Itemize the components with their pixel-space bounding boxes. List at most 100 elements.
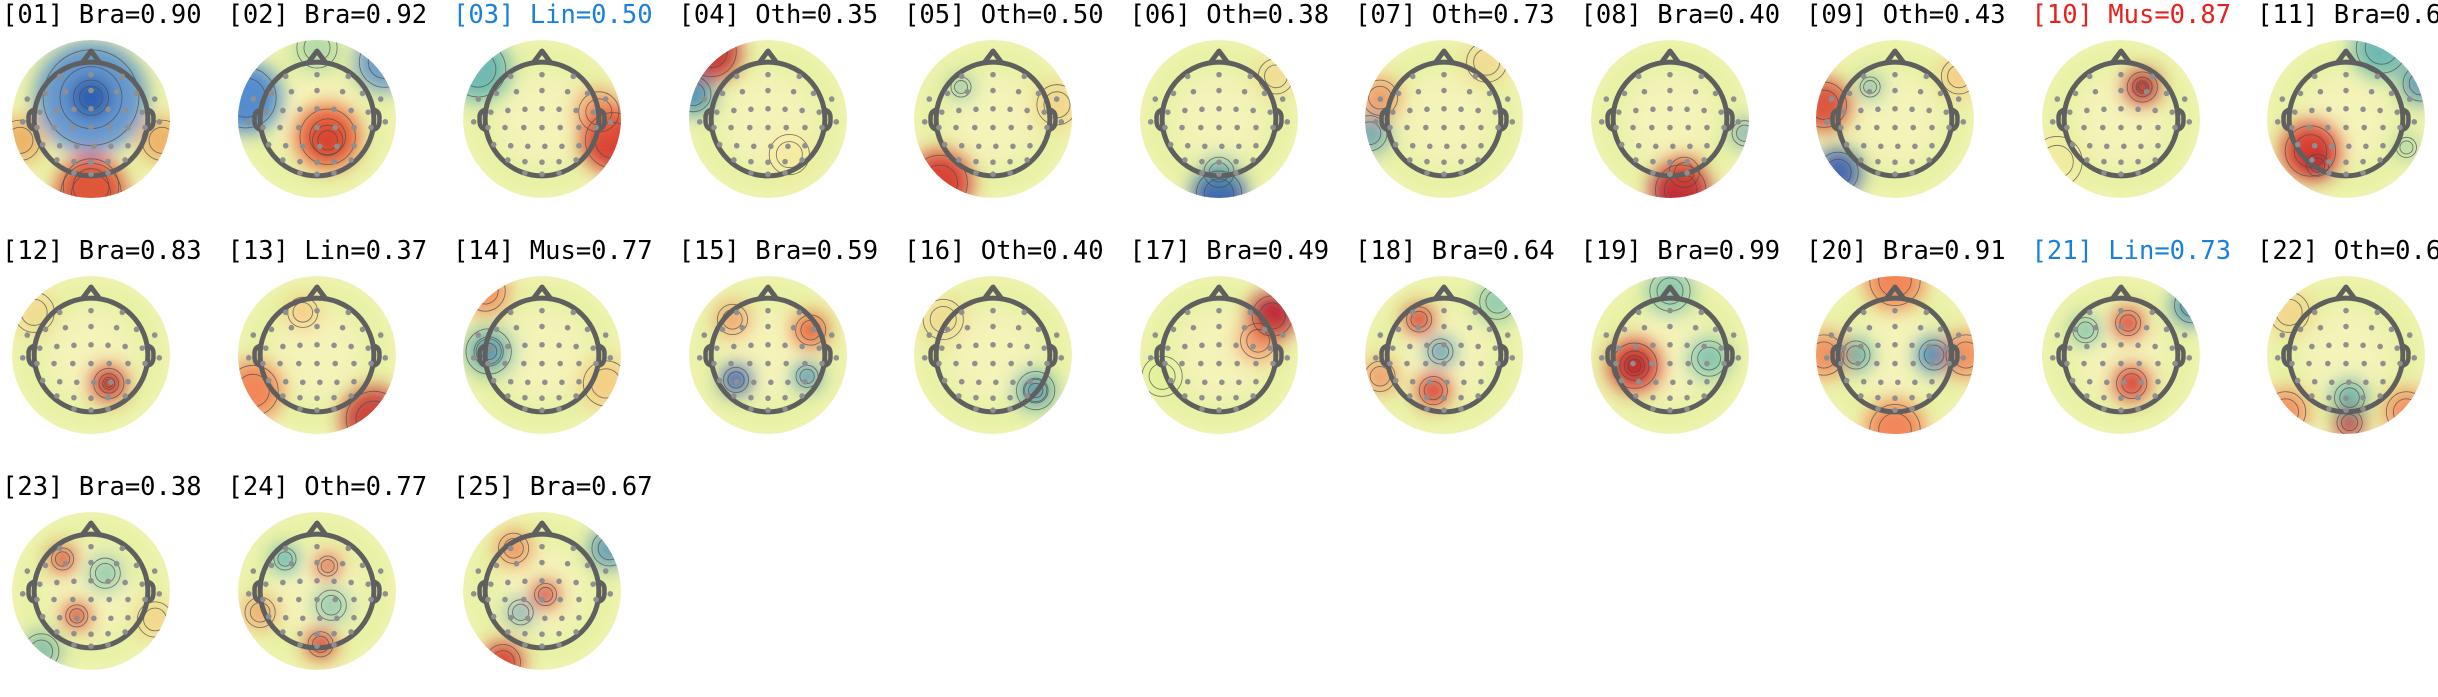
electrode-dot xyxy=(2311,142,2318,149)
electrode-dot xyxy=(1692,88,1698,95)
nose-outline xyxy=(1432,48,1456,66)
electrode-dot xyxy=(975,143,982,150)
component-label: [21] Lin=0.73 xyxy=(2031,236,2232,266)
electrode-dot xyxy=(1923,73,1930,80)
ear-outline xyxy=(1830,343,1842,369)
component-cell: [12] Bra=0.83 xyxy=(2,236,202,461)
electrode-dot xyxy=(296,106,303,113)
electrode-dot xyxy=(2289,124,2295,131)
electrode-dot xyxy=(1621,326,1627,333)
electrode-dot xyxy=(1866,88,1873,95)
contour-line xyxy=(1869,404,1921,434)
contour-line xyxy=(89,557,121,589)
electrode-dot xyxy=(713,109,720,115)
topomap xyxy=(463,40,621,198)
electrode-dot xyxy=(990,87,996,94)
electrode-dot xyxy=(2069,141,2075,148)
electrode-dot xyxy=(559,615,565,622)
electrode-dot xyxy=(1895,143,1901,150)
topomap xyxy=(12,512,170,670)
electrode-dot xyxy=(607,355,614,361)
electrode-dot xyxy=(716,377,722,384)
electrode-dot xyxy=(2309,343,2315,350)
electrode-dot xyxy=(2343,124,2349,131)
activation-region xyxy=(309,122,345,159)
contour-line xyxy=(688,40,737,78)
nose-outline xyxy=(305,284,328,302)
electrode-dot xyxy=(1151,332,1158,338)
component-label: [01] Bra=0.90 xyxy=(2,0,202,30)
contour-line xyxy=(1195,170,1242,198)
electrode-dot xyxy=(1683,406,1690,412)
electrode-dot xyxy=(1215,360,1222,367)
ear-outline xyxy=(26,343,38,369)
ear-outline xyxy=(2055,343,2068,369)
component-label: [22] Oth=0.61 xyxy=(2257,236,2438,266)
electrode-dot xyxy=(268,562,274,569)
electrode-dot xyxy=(573,107,579,114)
electrode-dot xyxy=(350,596,357,603)
component-cell: [05] Oth=0.50 xyxy=(904,0,1104,225)
electrode-dot xyxy=(1666,307,1673,314)
electrode-dot xyxy=(1635,378,1642,385)
electrode-dot xyxy=(1058,119,1065,125)
electrode-dot xyxy=(539,124,545,131)
activation-region xyxy=(1858,75,1882,99)
electrode-dot xyxy=(316,615,323,622)
electrode-dot xyxy=(56,614,63,621)
electrode-dot xyxy=(37,581,43,587)
electrode-dot xyxy=(54,343,60,350)
electrode-dot xyxy=(2117,71,2124,78)
electrode-dot xyxy=(696,119,703,125)
electrode-dot xyxy=(142,596,148,603)
electrode-dot xyxy=(573,579,579,586)
activation-region xyxy=(2267,388,2310,434)
electrode-dot xyxy=(1184,378,1191,385)
electrode-dot xyxy=(2406,96,2413,102)
electrode-dot xyxy=(1892,395,1898,402)
electrode-dot xyxy=(973,394,979,401)
electrode-dot xyxy=(54,629,60,635)
electrode-dot xyxy=(746,360,753,367)
electrode-dot xyxy=(1198,158,1205,165)
electrode-dot xyxy=(331,124,338,131)
electrode-dot xyxy=(2151,393,2158,399)
electrode-dot xyxy=(990,307,996,314)
electrode-dot xyxy=(1858,157,1864,163)
electrode-dot xyxy=(939,109,945,115)
activation-region xyxy=(2331,379,2368,416)
electrode-dot xyxy=(2311,378,2318,385)
electrode-dot xyxy=(556,578,562,585)
electrode-dot xyxy=(716,141,722,148)
activation-region xyxy=(1416,373,1450,408)
contour-line xyxy=(69,608,85,624)
electrode-dot xyxy=(1683,106,1690,113)
electrode-dot xyxy=(1875,158,1881,165)
electrode-dot xyxy=(520,596,527,603)
electrode-dot xyxy=(2374,73,2381,80)
electrode-dot xyxy=(330,630,337,637)
electrode-dot xyxy=(88,87,94,94)
electrode-dot xyxy=(2380,142,2386,149)
electrode-dot xyxy=(1712,90,1718,97)
component-cell: [21] Lin=0.73 xyxy=(2032,236,2232,461)
electrode-dot xyxy=(1875,394,1881,401)
component-label: [03] Lin=0.50 xyxy=(453,0,653,30)
electrode-dot xyxy=(539,577,545,584)
electrode-dot xyxy=(24,96,31,102)
electrode-dot xyxy=(2063,360,2070,367)
electrode-dot xyxy=(88,577,94,584)
electrode-dot xyxy=(19,591,26,597)
electrode-dot xyxy=(2066,345,2073,351)
activation-region xyxy=(914,150,973,198)
electrode-dot xyxy=(1053,96,1060,102)
component-label: [24] Oth=0.77 xyxy=(227,472,428,502)
electrode-dot xyxy=(1734,119,1741,125)
topomap xyxy=(12,276,170,434)
electrode-dot xyxy=(1912,379,1918,386)
electrode-dot xyxy=(2297,90,2304,97)
electrode-dot xyxy=(122,157,128,163)
electrode-dot xyxy=(2072,326,2078,333)
electrode-dot xyxy=(470,119,477,125)
component-label: [08] Bra=0.40 xyxy=(1580,0,1781,30)
